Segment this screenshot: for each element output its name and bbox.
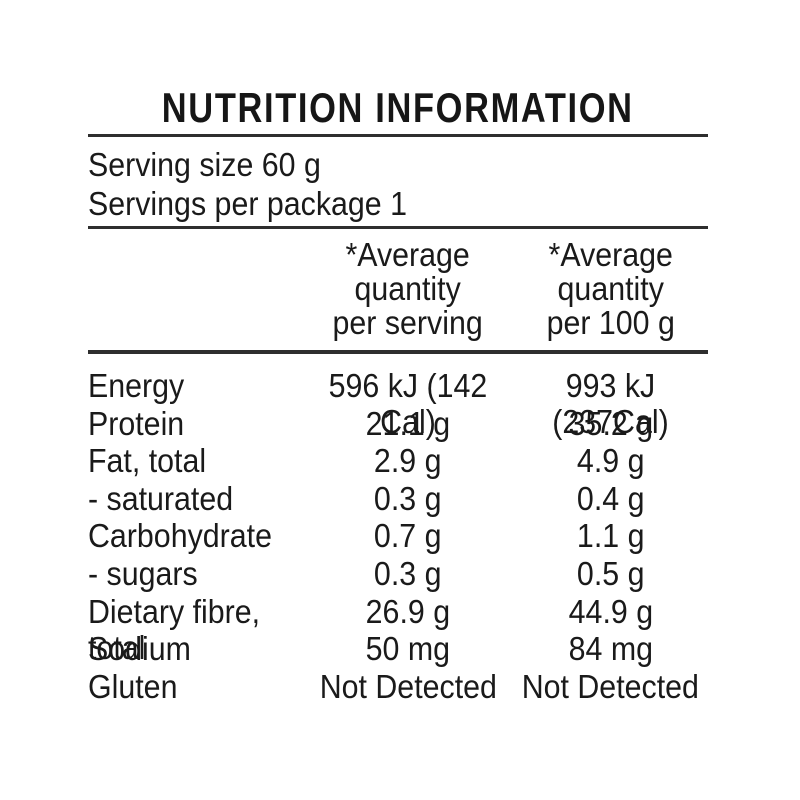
nutrient-label-text: Protein	[88, 404, 185, 442]
table-row-sugars: - sugars 0.3 g 0.5 g	[88, 554, 708, 594]
per-serving-value-text: 2.9 g	[374, 442, 442, 480]
per-100g-value-text: 0.5 g	[576, 554, 645, 592]
per-100g-value-text: 84 mg	[568, 630, 653, 668]
table-row-protein: Protein 21.1 g 35.2 g	[88, 404, 708, 444]
per-100g-value: 44.9 g	[513, 592, 708, 666]
panel-title-text: NUTRITION INFORMATION	[162, 84, 634, 131]
table-row-gluten: Gluten Not Detected Not Detected	[88, 667, 708, 707]
table-row-fat-total: Fat, total 2.9 g 4.9 g	[88, 443, 708, 481]
table-row-sodium: Sodium 50 mg 84 mg	[88, 631, 708, 669]
per-serving-value-text: 596 kJ (142 Cal)	[328, 367, 488, 440]
table-row-saturated: - saturated 0.3 g 0.4 g	[88, 479, 708, 519]
servings-per-package-line: Servings per package 1	[88, 184, 708, 223]
column-header-spacer	[88, 238, 303, 340]
column-header-per-100g-text: *Average quantity per 100 g	[546, 236, 675, 341]
nutrient-label: Sodium	[88, 631, 303, 669]
per-100g-value: 84 mg	[513, 631, 708, 669]
per-100g-value: 35.2 g	[513, 404, 708, 444]
nutrient-label: Carbohydrate	[88, 518, 303, 556]
nutrient-label: Energy	[88, 368, 303, 440]
table-row-carbohydrate: Carbohydrate 0.7 g 1.1 g	[88, 518, 708, 556]
nutrient-label-text: Gluten	[88, 667, 178, 705]
per-100g-value: 0.5 g	[513, 554, 708, 594]
servings-per-package-text: Servings per package 1	[88, 185, 407, 222]
nutrient-label: Fat, total	[88, 443, 303, 481]
column-header-per-100g: *Average quantity per 100 g	[513, 238, 708, 340]
per-100g-value-text: 44.9 g	[568, 592, 653, 630]
nutrient-label: Dietary fibre, total	[88, 592, 303, 666]
per-100g-value: Not Detected	[513, 667, 708, 707]
per-serving-value: 0.3 g	[303, 554, 513, 594]
nutrition-panel: NUTRITION INFORMATION Serving size 60 g …	[88, 0, 708, 706]
nutrition-table: Energy 596 kJ (142 Cal) 993 kJ (237Cal) …	[88, 368, 708, 706]
nutrient-label-text: - saturated	[88, 479, 234, 517]
nutrient-label: - sugars	[88, 554, 303, 594]
nutrient-label: Gluten	[88, 667, 303, 707]
per-serving-value-text: 0.3 g	[374, 554, 442, 592]
nutrient-label: - saturated	[88, 479, 303, 519]
serving-info: Serving size 60 g Servings per package 1	[88, 137, 708, 223]
serving-size-text: Serving size 60 g	[88, 146, 321, 183]
per-serving-value-text: 26.9 g	[365, 592, 451, 630]
column-header-per-serving-text: *Average quantity per serving	[332, 236, 484, 341]
per-serving-value: 21.1 g	[303, 404, 513, 444]
per-100g-value-text: 0.4 g	[576, 479, 645, 517]
per-100g-value: 4.9 g	[513, 443, 708, 481]
nutrient-label-text: - sugars	[88, 554, 198, 592]
per-serving-value: Not Detected	[303, 667, 513, 707]
nutrient-label-text: Sodium	[88, 630, 191, 668]
per-serving-value: 2.9 g	[303, 443, 513, 481]
column-header-per-serving: *Average quantity per serving	[303, 238, 513, 340]
nutrient-label-text: Energy	[88, 367, 185, 404]
per-100g-value-text: 35.2 g	[568, 404, 653, 442]
per-serving-value: 0.3 g	[303, 479, 513, 519]
table-row-energy: Energy 596 kJ (142 Cal) 993 kJ (237Cal)	[88, 368, 708, 440]
per-serving-value: 50 mg	[303, 631, 513, 669]
per-100g-value: 1.1 g	[513, 518, 708, 556]
per-serving-value: 26.9 g	[303, 592, 513, 666]
panel-title: NUTRITION INFORMATION	[88, 84, 708, 134]
per-serving-value-text: 0.7 g	[374, 517, 442, 555]
table-row-dietary-fibre: Dietary fibre, total 26.9 g 44.9 g	[88, 593, 708, 665]
per-100g-value: 993 kJ (237Cal)	[513, 368, 708, 440]
per-serving-value-text: 21.1 g	[365, 404, 451, 442]
per-serving-value: 596 kJ (142 Cal)	[303, 368, 513, 440]
per-100g-value-text: Not Detected	[521, 667, 700, 705]
nutrient-label-text: Fat, total	[88, 442, 207, 480]
per-serving-value-text: Not Detected	[319, 667, 497, 705]
divider-under-serving-info	[88, 226, 708, 229]
serving-size-line: Serving size 60 g	[88, 145, 708, 184]
per-serving-value-text: 0.3 g	[374, 479, 442, 517]
nutrient-label-text: Carbohydrate	[88, 517, 272, 555]
per-100g-value-text: 1.1 g	[576, 517, 645, 555]
per-serving-value: 0.7 g	[303, 518, 513, 556]
divider-under-title	[88, 134, 708, 137]
column-header-row: *Average quantity per serving *Average q…	[88, 238, 708, 340]
nutrient-label: Protein	[88, 404, 303, 444]
per-serving-value-text: 50 mg	[365, 630, 451, 668]
divider-under-column-headers	[88, 350, 708, 354]
per-100g-value-text: 4.9 g	[576, 442, 645, 480]
nutrient-label-text: Dietary fibre, total	[88, 592, 261, 666]
per-100g-value-text: 993 kJ (237Cal)	[552, 367, 669, 440]
per-100g-value: 0.4 g	[513, 479, 708, 519]
